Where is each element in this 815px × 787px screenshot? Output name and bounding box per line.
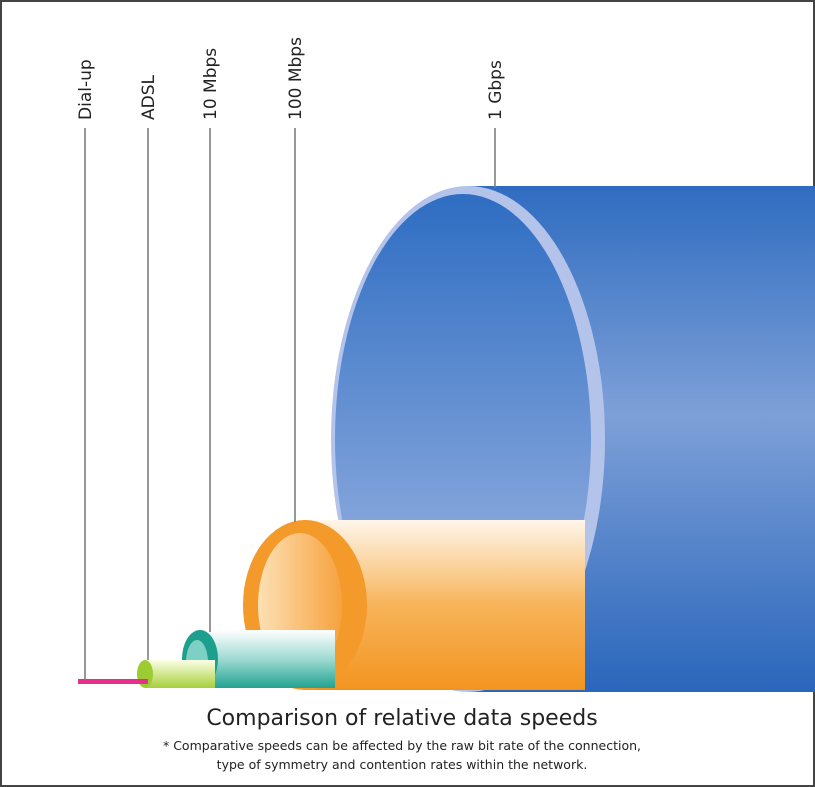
pipe-label: 100 Mbps	[286, 37, 306, 120]
pipe-body	[145, 660, 215, 688]
footnote: type of symmetry and contention rates wi…	[217, 757, 588, 772]
pipe-body	[78, 679, 148, 684]
pipe-label: 10 Mbps	[201, 48, 221, 120]
pipe-label: ADSL	[139, 74, 159, 120]
pipe-label: Dial-up	[76, 59, 96, 120]
pipe-label: 1 Gbps	[486, 60, 506, 120]
footnote: * Comparative speeds can be affected by …	[163, 738, 641, 753]
title: Comparison of relative data speeds	[206, 706, 597, 731]
pipe-body	[200, 630, 335, 688]
